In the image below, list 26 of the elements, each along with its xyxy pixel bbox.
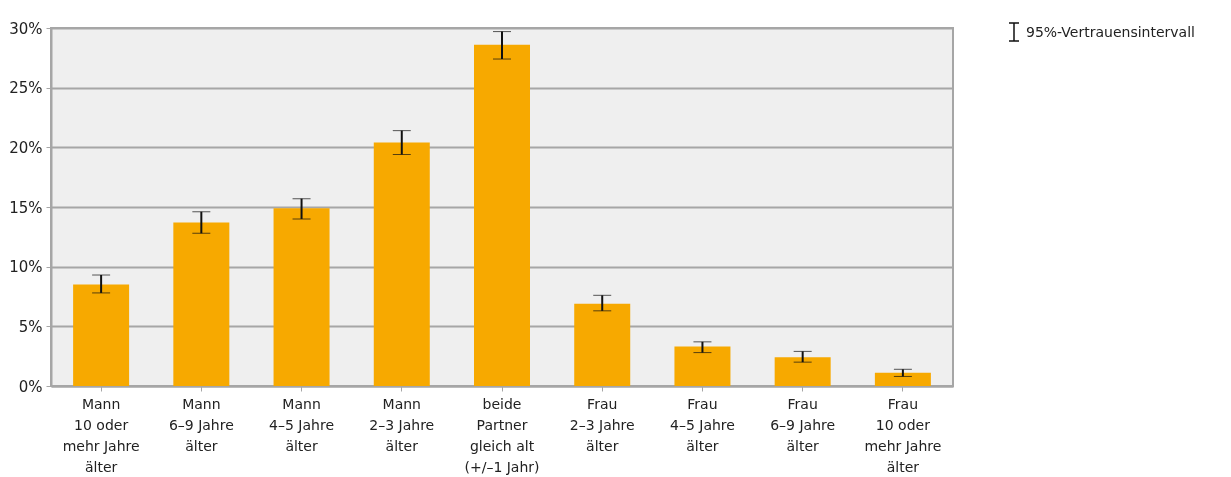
x-tick-label: Frau 6–9 Jahre älter: [770, 395, 836, 454]
x-tick-label: Frau 2–3 Jahre älter: [569, 395, 635, 454]
x-tick-label: Mann 6–9 Jahre älter: [168, 395, 234, 454]
y-tick-label: 15%: [9, 198, 43, 217]
y-tick-label: 5%: [18, 317, 43, 336]
bar: [273, 208, 330, 386]
x-tick-label: Mann 10 oder mehr Jahre älter: [62, 395, 140, 475]
bar: [874, 372, 931, 386]
bar: [73, 284, 130, 386]
x-tick-label: Mann 2–3 Jahre älter: [369, 395, 435, 454]
x-tick-label: beide Partner gleich alt (+/–1 Jahr): [464, 395, 540, 475]
x-tick-label: Frau 4–5 Jahre älter: [669, 395, 735, 454]
bar: [574, 303, 631, 386]
y-tick-label: 25%: [9, 79, 43, 98]
y-tick-label: 20%: [9, 138, 43, 157]
bar: [173, 222, 230, 386]
x-tick-label: Frau 10 oder mehr Jahre älter: [864, 395, 942, 475]
text: 95%-Vertrauensintervall: [1026, 24, 1195, 40]
x-tick-label: Mann 4–5 Jahre älter: [269, 395, 335, 454]
y-tick-label: 10%: [9, 258, 43, 277]
bar: [373, 142, 430, 386]
y-tick-label: 0%: [18, 377, 43, 396]
bar: [774, 357, 831, 386]
bar: [474, 44, 530, 386]
bar: [674, 346, 731, 386]
y-tick-label: 30%: [9, 19, 43, 38]
